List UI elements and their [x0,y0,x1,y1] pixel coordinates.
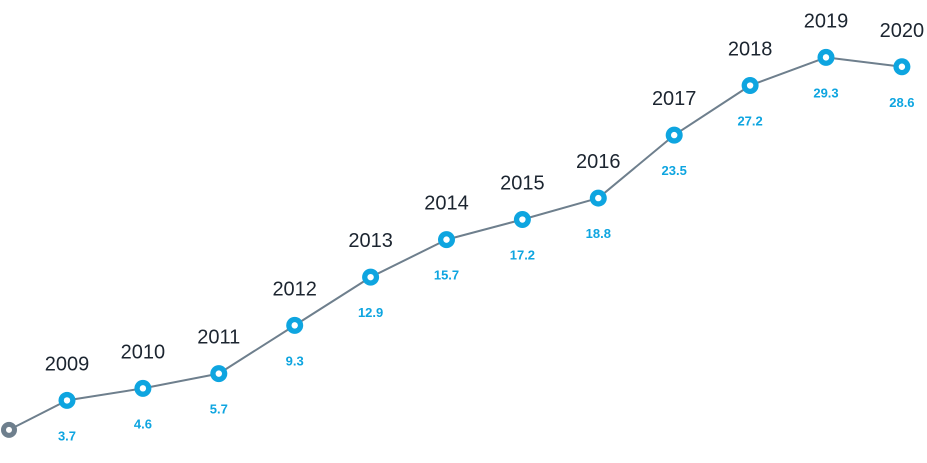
data-point-center [139,385,147,392]
year-label: 2018 [728,39,773,61]
data-point-center [519,216,526,223]
year-label: 2013 [348,230,393,252]
value-label: 12.9 [358,305,383,320]
data-point-center [367,273,374,281]
year-label: 2011 [197,327,240,349]
value-label: 27.2 [737,114,762,129]
label-layer: 2009 3.7 2010 4.6 2011 5.7 2012 9.3 2013 12.9 2014… [45,10,924,443]
value-label: 4.6 [134,416,152,431]
year-label: 2019 [804,10,849,32]
data-point-center [215,370,222,377]
year-label: 2020 [880,20,925,42]
value-label: 28.6 [889,95,914,110]
value-label: 9.3 [286,353,304,368]
data-point-center [63,397,71,404]
year-label: 2014 [424,193,469,215]
start-marker-center [6,426,12,433]
value-label: 15.7 [434,268,459,283]
year-label: 2009 [45,353,90,375]
year-label: 2010 [121,341,166,363]
value-label: 17.2 [510,248,535,263]
data-point-center [443,236,450,243]
year-label: 2017 [652,88,697,110]
data-point-center [898,63,906,70]
data-point-center [291,322,298,329]
series-line [8,56,903,431]
year-label: 2015 [500,173,545,195]
value-label: 5.7 [210,402,228,417]
data-point-center [595,194,602,202]
year-label: 2016 [576,151,621,173]
data-point-center [822,54,830,61]
value-label: 3.7 [58,428,76,443]
value-label: 23.5 [662,163,687,178]
line-layer [8,56,903,431]
data-point-center [746,82,754,89]
value-label: 18.8 [586,226,611,241]
year-label: 2012 [272,278,317,300]
data-point-center [671,131,678,139]
marker-layer [1,48,911,438]
value-label: 29.3 [813,85,838,100]
